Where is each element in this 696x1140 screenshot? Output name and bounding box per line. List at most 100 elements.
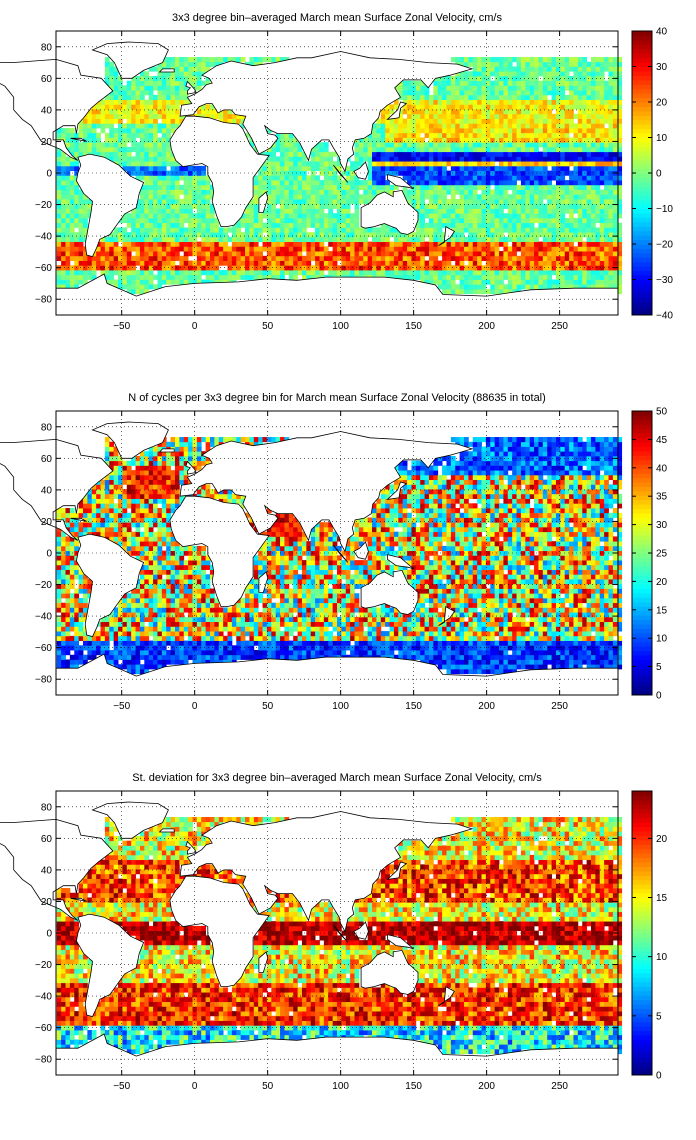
heatmap-cell	[542, 75, 548, 82]
heatmap-cell	[288, 251, 294, 257]
heatmap-cell	[126, 123, 132, 129]
heatmap-cell	[617, 156, 623, 162]
heatmap-cell	[520, 203, 526, 209]
heatmap-cell	[83, 232, 88, 238]
heatmap-cell	[249, 222, 255, 228]
heatmap-cell	[490, 123, 496, 129]
heatmap-cell	[481, 284, 487, 290]
heatmap-cell	[542, 251, 548, 257]
heatmap-cell	[595, 260, 601, 266]
heatmap-cell	[196, 260, 202, 266]
heatmap-cell	[516, 222, 522, 228]
heatmap-cell	[446, 184, 452, 190]
heatmap-cell	[529, 270, 535, 276]
heatmap-cell	[310, 217, 316, 224]
heatmap-cell	[61, 602, 66, 608]
heatmap-cell	[161, 208, 167, 214]
heatmap-cell	[188, 241, 193, 247]
heatmap-cell	[363, 255, 369, 261]
heatmap-cell	[595, 217, 601, 224]
heatmap-cell	[446, 104, 452, 110]
heatmap-cell	[538, 213, 544, 219]
heatmap-cell	[345, 189, 351, 195]
heatmap-cell	[573, 222, 579, 228]
heatmap-cell	[525, 109, 531, 115]
heatmap-cell	[542, 132, 548, 138]
heatmap-cell	[100, 146, 106, 153]
heatmap-cell	[65, 512, 71, 518]
heatmap-cell	[100, 241, 106, 247]
heatmap-cell	[91, 255, 97, 261]
heatmap-cell	[551, 71, 557, 77]
heatmap-cell	[91, 654, 97, 660]
heatmap-cell	[612, 194, 618, 200]
heatmap-cell	[284, 189, 290, 195]
heatmap-cell	[420, 246, 425, 252]
heatmap-cell	[61, 241, 66, 247]
heatmap-cell	[499, 227, 504, 233]
heatmap-cell	[529, 104, 535, 110]
heatmap-cell	[118, 270, 123, 276]
heatmap-cell	[428, 180, 434, 186]
heatmap-cell	[310, 184, 316, 190]
heatmap-cell	[472, 232, 478, 238]
heatmap-cell	[490, 194, 496, 200]
heatmap-cell	[74, 189, 80, 195]
heatmap-cell	[332, 203, 338, 209]
heatmap-cell	[586, 203, 592, 209]
heatmap-cell	[376, 189, 382, 195]
heatmap-cell	[293, 217, 298, 224]
heatmap-cell	[183, 189, 189, 195]
heatmap-cell	[153, 251, 158, 257]
colorbar-segment	[632, 102, 652, 107]
heatmap-cell	[468, 94, 474, 101]
heatmap-cell	[126, 222, 132, 228]
heatmap-cell	[455, 90, 461, 96]
heatmap-cell	[109, 265, 115, 271]
heatmap-cell	[354, 156, 360, 162]
heatmap-cell	[573, 189, 579, 195]
heatmap-cell	[306, 203, 312, 209]
heatmap-cell	[122, 255, 128, 261]
heatmap-cell	[424, 85, 430, 91]
heatmap-cell	[332, 270, 338, 276]
heatmap-cell	[135, 232, 141, 238]
heatmap-cell	[459, 208, 465, 214]
heatmap-cell	[306, 270, 312, 276]
heatmap-cell	[590, 284, 596, 290]
heatmap-cell	[564, 118, 570, 124]
heatmap-cell	[131, 137, 136, 143]
heatmap-cell	[503, 151, 509, 157]
heatmap-cell	[372, 142, 377, 148]
heatmap-cell	[214, 255, 220, 261]
heatmap-cell	[288, 132, 294, 138]
heatmap-cell	[608, 132, 614, 138]
heatmap-cell	[372, 184, 377, 190]
heatmap-cell	[100, 260, 106, 266]
heatmap-cell	[113, 142, 119, 148]
heatmap-cell	[402, 274, 408, 280]
heatmap-cell	[367, 255, 373, 261]
heatmap-cell	[157, 222, 163, 228]
heatmap-cell	[280, 274, 285, 280]
heatmap-cell	[157, 241, 163, 247]
heatmap-cell	[74, 541, 80, 547]
colorbar-segment	[632, 310, 652, 316]
heatmap-cell	[520, 232, 526, 238]
heatmap-cell	[148, 113, 154, 119]
heatmap-cell	[612, 109, 618, 115]
heatmap-cell	[131, 109, 136, 115]
heatmap-cell	[485, 132, 491, 138]
heatmap-cell	[477, 227, 482, 233]
heatmap-cell	[477, 113, 482, 119]
heatmap-cell	[297, 203, 303, 209]
heatmap-cell	[69, 189, 75, 195]
heatmap-cell	[174, 203, 180, 209]
heatmap-cell	[599, 71, 605, 77]
heatmap-cell	[104, 142, 110, 148]
heatmap-cell	[69, 526, 75, 533]
heatmap-cell	[604, 128, 609, 134]
heatmap-cell	[534, 85, 539, 91]
heatmap-cell	[468, 288, 474, 295]
heatmap-cell	[196, 270, 202, 276]
